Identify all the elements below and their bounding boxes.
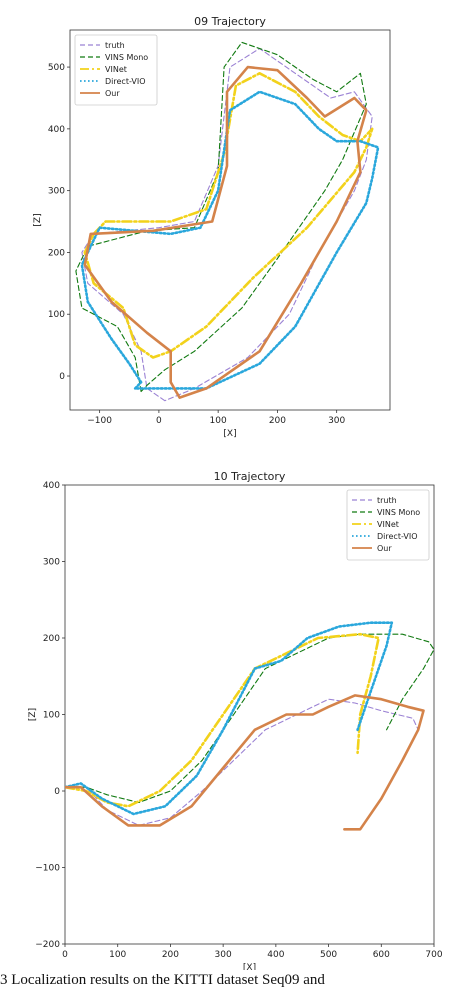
chart1-legend-label-vinet: VINet: [105, 65, 127, 74]
chart1-y-tick-label: 500: [48, 63, 65, 73]
chart1-series-vins-mono: [75, 41, 367, 393]
chart-09-trajectory: −100 0 100 200 300 0 100 200 300 400 500 09 Traject…: [33, 15, 391, 439]
chart1-plot-frame: [69, 29, 391, 411]
chart2-y-tick-label: 100: [43, 711, 60, 721]
chart1-series-group: [75, 41, 380, 402]
chart2-series-direct-vio: [65, 621, 394, 816]
chart2-y-tick-label: −100: [35, 864, 60, 874]
chart2-x-axis-label: [X]: [243, 963, 256, 970]
figure-caption: 3 Localization results on the KITTI data…: [0, 972, 325, 988]
chart2-y-axis-label: [Z]: [28, 708, 38, 721]
chart2-y-tick-label: 200: [43, 634, 60, 644]
chart1-y-tick-label: 0: [59, 372, 65, 382]
chart2-series-our: [65, 694, 425, 831]
chart1-legend-label-direct-vio: Direct-VIO: [105, 77, 146, 86]
chart1-x-tick-label: 300: [328, 416, 345, 426]
chart2-y-tick-label: 400: [43, 481, 60, 491]
chart2-legend-label-our: Our: [377, 544, 392, 553]
chart2-legend-label-truth: truth: [377, 496, 397, 505]
chart2-series-vins-mono: [65, 633, 434, 804]
chart2-x-tick-label: 200: [162, 950, 179, 960]
chart1-legend-label-truth: truth: [105, 41, 125, 50]
chart2-title: 10 Trajectory: [214, 470, 286, 483]
chart1-y-tick-label: 400: [48, 125, 65, 135]
chart2-x-tick-label: 400: [267, 950, 284, 960]
chart1-legend-label-our: Our: [105, 89, 120, 98]
chart1-y-tick-label: 300: [48, 187, 65, 197]
chart1-series-direct-vio: [80, 90, 380, 390]
chart2-legend-box: [346, 489, 430, 561]
chart1-y-axis-label: [Z]: [33, 213, 43, 226]
chart2-legend-label-direct-vio: Direct-VIO: [377, 532, 418, 541]
chart2-y-tick-label: 0: [54, 787, 60, 797]
chart1-x-axis-label: [X]: [223, 429, 236, 439]
chart1-y-tick-label: 100: [48, 310, 65, 320]
chart2-series-vinet: [65, 632, 380, 808]
chart2-legend-label-vinet: VINet: [377, 520, 399, 529]
chart1-series-our: [83, 65, 368, 399]
chart2-x-tick-label: 600: [373, 950, 390, 960]
chart1-x-tick-label: 100: [210, 416, 227, 426]
chart2-x-tick-label: 0: [62, 950, 68, 960]
chart1-series-vinet: [83, 72, 374, 359]
chart2-x-tick-label: 500: [320, 950, 337, 960]
chart1-y-tick-label: 200: [48, 248, 65, 258]
chart2-x-tick-label: 100: [109, 950, 126, 960]
chart1-title: 09 Trajectory: [194, 15, 266, 28]
chart2-legend-label-vins-mono: VINS Mono: [377, 508, 420, 517]
chart1-x-tick-label: 0: [156, 416, 162, 426]
chart2-x-tick-label: 300: [215, 950, 232, 960]
chart2-x-tick-label: 700: [425, 950, 442, 960]
chart-10-trajectory: 0 100 200 300 400 500 600 700 −200 −100 0 100 200 300…: [28, 470, 443, 970]
chart1-x-tick-label: −100: [87, 416, 112, 426]
chart1-legend-box: [74, 34, 158, 106]
chart2-y-tick-label: 300: [43, 558, 60, 568]
chart2-series-truth: [65, 698, 419, 830]
chart2-y-tick-label: −200: [35, 940, 60, 950]
chart2-series-group: [65, 621, 434, 831]
chart1-legend-label-vins-mono: VINS Mono: [105, 53, 148, 62]
chart1-x-tick-label: 200: [269, 416, 286, 426]
